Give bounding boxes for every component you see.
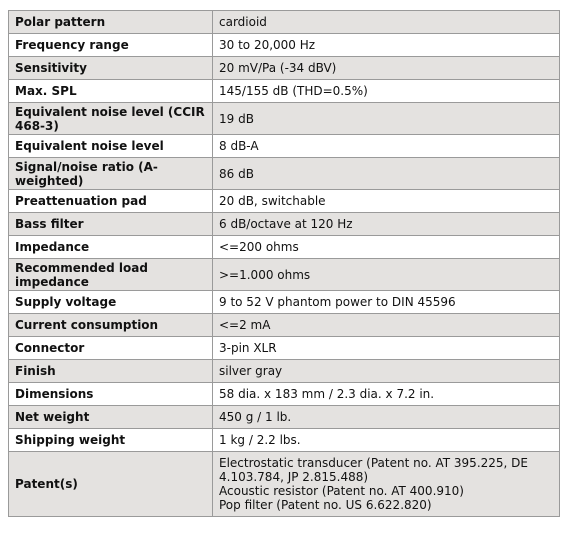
spec-value: silver gray <box>212 359 560 383</box>
spec-value-line: 145/155 dB (THD=0.5%) <box>219 84 368 98</box>
spec-value-line: 86 dB <box>219 166 254 181</box>
spec-row: Shipping weight 1 kg / 2.2 lbs. <box>8 428 560 452</box>
spec-label: Dimensions <box>8 382 213 406</box>
spec-row: Supply voltage 9 to 52 V phantom power to… <box>8 290 560 314</box>
spec-row: Frequency range 30 to 20,000 Hz <box>8 33 560 57</box>
spec-row: Bass filter 6 dB/octave at 120 Hz <box>8 212 560 236</box>
spec-value-line: 19 dB <box>219 111 254 126</box>
spec-value-line: 9 to 52 V phantom power to DIN 45596 <box>219 295 456 309</box>
spec-label: Connector <box>8 336 213 360</box>
spec-label: Net weight <box>8 405 213 429</box>
spec-label: Finish <box>8 359 213 383</box>
spec-value: 20 mV/Pa (-34 dBV) <box>212 56 560 80</box>
spec-value-line: 58 dia. x 183 mm / 2.3 dia. x 7.2 in. <box>219 387 435 401</box>
spec-row: Net weight 450 g / 1 lb. <box>8 405 560 429</box>
spec-value: 30 to 20,000 Hz <box>212 33 560 57</box>
spec-row: Finish silver gray <box>8 359 560 383</box>
spec-row: Signal/noise ratio (A-weighted) 86 dB <box>8 157 560 190</box>
spec-label: Patent(s) <box>8 451 213 517</box>
spec-row: Dimensions 58 dia. x 183 mm / 2.3 dia. x … <box>8 382 560 406</box>
spec-value: 145/155 dB (THD=0.5%) <box>212 79 560 103</box>
spec-value-line: <=200 ohms <box>219 240 299 254</box>
spec-label: Current consumption <box>8 313 213 337</box>
spec-label: Sensitivity <box>8 56 213 80</box>
spec-value: 3-pin XLR <box>212 336 560 360</box>
spec-value-line: >=1.000 ohms <box>219 267 311 282</box>
spec-label: Recommended load impedance <box>8 258 213 291</box>
spec-label: Frequency range <box>8 33 213 57</box>
spec-value-line: 20 mV/Pa (-34 dBV) <box>219 61 337 75</box>
spec-label: Equivalent noise level <box>8 134 213 158</box>
spec-value: 58 dia. x 183 mm / 2.3 dia. x 7.2 in. <box>212 382 560 406</box>
spec-label: Max. SPL <box>8 79 213 103</box>
spec-label: Impedance <box>8 235 213 259</box>
spec-value-line: 6 dB/octave at 120 Hz <box>219 217 353 231</box>
spec-row: Connector 3-pin XLR <box>8 336 560 360</box>
spec-value-line: Acoustic resistor (Patent no. AT 400.910… <box>219 484 464 498</box>
spec-value: <=200 ohms <box>212 235 560 259</box>
spec-value-line: 8 dB-A <box>219 139 259 153</box>
spec-value-line: 450 g / 1 lb. <box>219 410 292 424</box>
spec-row: Equivalent noise level (CCIR 468-3) 19 dB <box>8 102 560 135</box>
spec-value: Electrostatic transducer (Patent no. AT … <box>212 451 560 517</box>
spec-row: Current consumption <=2 mA <box>8 313 560 337</box>
spec-label: Equivalent noise level (CCIR 468-3) <box>8 102 213 135</box>
spec-value-line: <=2 mA <box>219 318 271 332</box>
spec-label: Bass filter <box>8 212 213 236</box>
spec-value: 86 dB <box>212 157 560 190</box>
spec-value: 450 g / 1 lb. <box>212 405 560 429</box>
spec-row: Impedance <=200 ohms <box>8 235 560 259</box>
spec-value-line: 3-pin XLR <box>219 341 277 355</box>
spec-value: <=2 mA <box>212 313 560 337</box>
spec-label: Shipping weight <box>8 428 213 452</box>
spec-label: Polar pattern <box>8 10 213 34</box>
spec-value: cardioid <box>212 10 560 34</box>
spec-value-line: silver gray <box>219 364 283 378</box>
spec-row: Equivalent noise level 8 dB-A <box>8 134 560 158</box>
spec-value: 6 dB/octave at 120 Hz <box>212 212 560 236</box>
spec-value-line: Electrostatic transducer (Patent no. AT … <box>219 456 528 484</box>
spec-value-line: 1 kg / 2.2 lbs. <box>219 433 301 447</box>
spec-label: Supply voltage <box>8 290 213 314</box>
spec-value: 1 kg / 2.2 lbs. <box>212 428 560 452</box>
spec-value-line: 30 to 20,000 Hz <box>219 38 316 52</box>
spec-row: Sensitivity 20 mV/Pa (-34 dBV) <box>8 56 560 80</box>
spec-row: Recommended load impedance >=1.000 ohms <box>8 258 560 291</box>
spec-value: >=1.000 ohms <box>212 258 560 291</box>
spec-row: Max. SPL 145/155 dB (THD=0.5%) <box>8 79 560 103</box>
spec-label: Signal/noise ratio (A-weighted) <box>8 157 213 190</box>
spec-value: 19 dB <box>212 102 560 135</box>
spec-value: 8 dB-A <box>212 134 560 158</box>
spec-row: Patent(s) Electrostatic transducer (Paten… <box>8 451 560 517</box>
specifications-table-body: Polar pattern cardioid Frequency range 30 t… <box>8 10 560 517</box>
spec-row: Preattenuation pad 20 dB, switchable <box>8 189 560 213</box>
spec-value: 9 to 52 V phantom power to DIN 45596 <box>212 290 560 314</box>
spec-value: 20 dB, switchable <box>212 189 560 213</box>
spec-value-line: 20 dB, switchable <box>219 194 326 208</box>
spec-value-line: cardioid <box>219 15 267 29</box>
spec-label: Preattenuation pad <box>8 189 213 213</box>
specifications-table: Polar pattern cardioid Frequency range 30 t… <box>8 10 560 517</box>
spec-row: Polar pattern cardioid <box>8 10 560 34</box>
spec-value-line: Pop filter (Patent no. US 6.622.820) <box>219 498 432 512</box>
